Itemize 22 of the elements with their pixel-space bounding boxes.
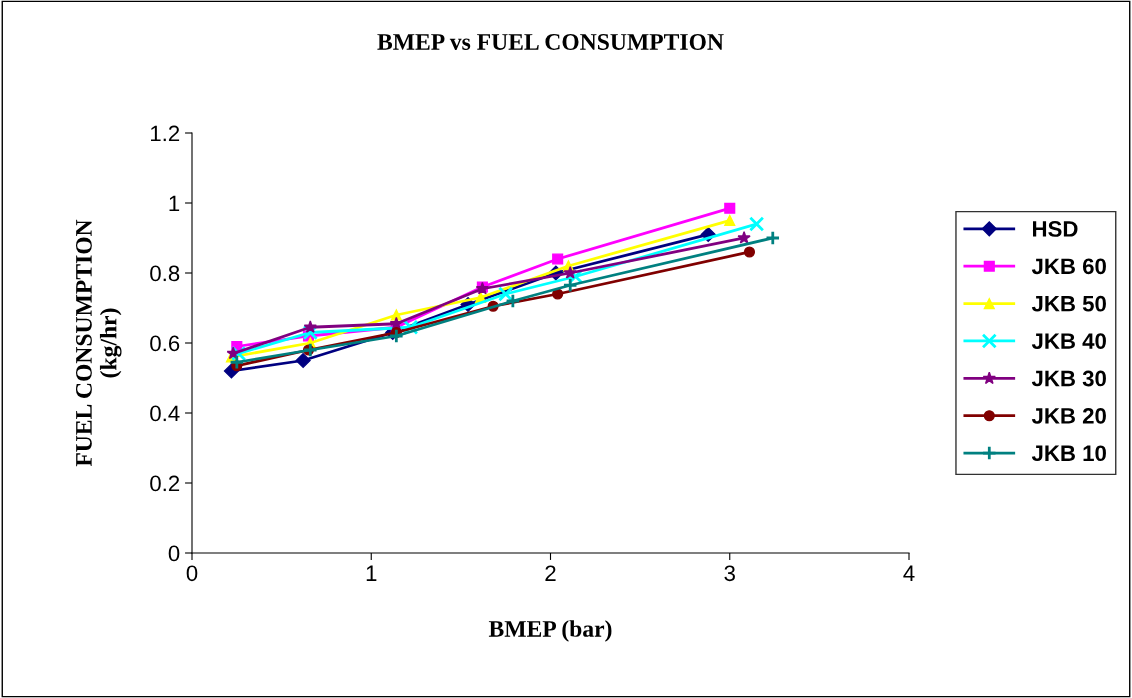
x-tick-label: 2 — [545, 565, 556, 581]
x-tick-label: 4 — [903, 565, 915, 581]
legend-label: JKB 60 — [1031, 258, 1106, 275]
y-tick-label: 1.2 — [151, 125, 180, 142]
legend-label: JKB 40 — [1031, 333, 1106, 349]
y-tick-label: 0.2 — [150, 475, 180, 492]
x-tick-label: 1 — [366, 565, 377, 581]
y-tick-label: 0 — [168, 545, 180, 562]
y-axis-title: FUEL CONSUMPTION (kg/hr) — [75, 219, 122, 467]
legend-label: HSD — [1033, 221, 1078, 237]
chart-title: BMEP vs FUEL CONSUMPTION — [377, 34, 724, 50]
legend-label: JKB 20 — [1031, 407, 1106, 424]
x-tick-label: 0 — [186, 565, 198, 582]
x-tick-label: 3 — [724, 565, 735, 582]
legend-label: JKB 30 — [1031, 370, 1106, 387]
x-axis-title: BMEP (bar) — [488, 620, 612, 642]
y-tick-label: 0.4 — [150, 405, 180, 422]
legend-label: JKB 10 — [1031, 445, 1106, 462]
y-tick-label: 0.8 — [150, 265, 180, 282]
legend-label: JKB 50 — [1031, 295, 1106, 312]
y-tick-label: 1 — [169, 195, 180, 212]
y-tick-label: 0.6 — [150, 335, 180, 352]
